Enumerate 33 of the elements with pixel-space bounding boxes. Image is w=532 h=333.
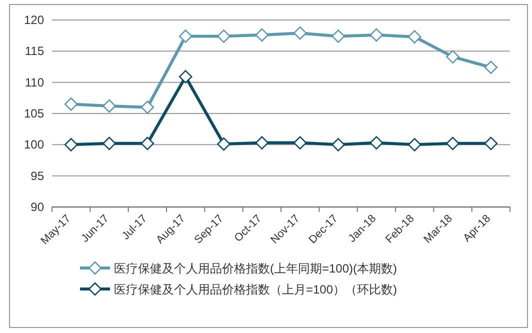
- legend-label: 医疗保健及个人用品价格指数(上年同期=100)(本期数): [114, 262, 398, 276]
- point: [446, 50, 460, 64]
- legend-label: 医疗保健及个人用品价格指数（上月=100）（环比数): [114, 282, 398, 296]
- point: [102, 99, 116, 113]
- point: [255, 136, 269, 150]
- point: [102, 136, 116, 150]
- point: [370, 136, 384, 150]
- point: [140, 136, 154, 150]
- point: [293, 136, 307, 150]
- point: [217, 137, 230, 151]
- point: [408, 30, 422, 44]
- point: [217, 30, 230, 43]
- point: [408, 138, 422, 152]
- y-tick-label: 115: [24, 44, 44, 58]
- point: [140, 100, 154, 114]
- point: [64, 98, 78, 111]
- y-tick-label: 110: [24, 75, 44, 90]
- point: [370, 28, 384, 42]
- y-tick-label: 95: [30, 168, 44, 183]
- point: [64, 138, 78, 152]
- y-tick-label: 105: [24, 106, 44, 120]
- point: [178, 30, 192, 43]
- point: [178, 70, 192, 84]
- point: [332, 30, 345, 43]
- point: [255, 28, 269, 42]
- y-tick-label: 100: [24, 138, 44, 152]
- point: [293, 26, 307, 40]
- y-tick-label: 120: [24, 13, 44, 27]
- point: [484, 60, 498, 74]
- point: [446, 136, 460, 150]
- point: [484, 136, 498, 150]
- point: [332, 138, 345, 152]
- y-tick-label: 90: [30, 200, 44, 214]
